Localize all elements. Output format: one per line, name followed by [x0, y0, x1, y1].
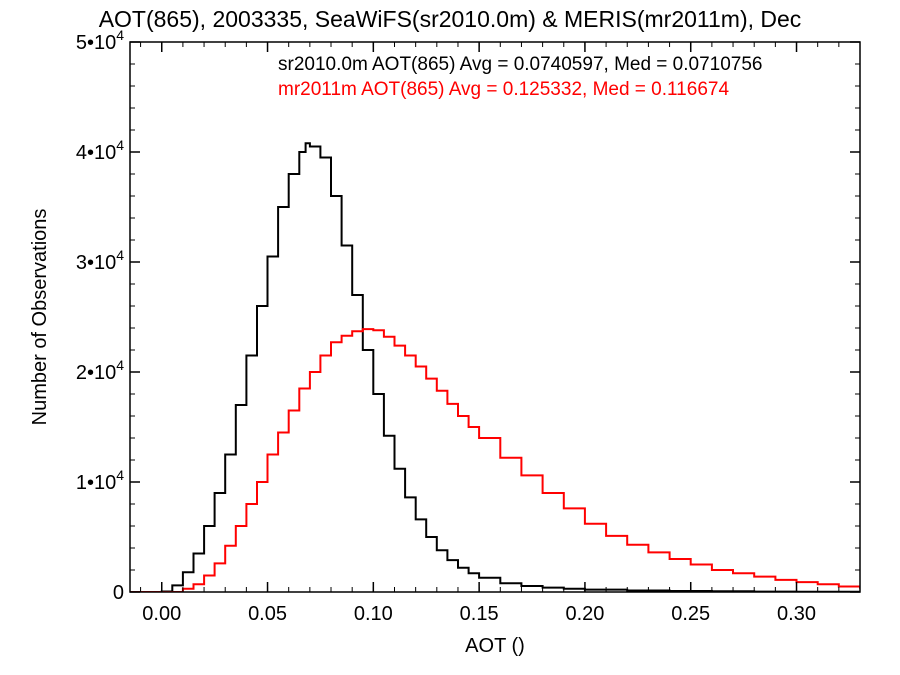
y-tick-label: 4•104: [76, 137, 124, 164]
x-tick-label: 0.30: [777, 603, 816, 625]
plot-frame: [129, 41, 861, 593]
y-tick-label: 3•104: [76, 247, 124, 274]
y-axis-label: Number of Observations: [29, 209, 51, 426]
y-axis: 0 1•104 2•104 3•104 4•104 5•104: [76, 27, 860, 604]
legend-entry-sr2010: sr2010.0m AOT(865) Avg = 0.0740597, Med …: [278, 54, 763, 75]
legend: sr2010.0m AOT(865) Avg = 0.0740597, Med …: [278, 54, 763, 100]
x-axis: 0.00 0.05 0.10 0.15 0.20 0.25 0.30: [140, 42, 840, 625]
x-tick-label: 0.20: [565, 603, 604, 625]
y-tick-label: 2•104: [76, 357, 124, 384]
y-tick-label: 0: [113, 582, 124, 604]
y-tick-label: 5•104: [76, 27, 124, 54]
x-axis-label: AOT (): [465, 635, 525, 657]
x-tick-label: 0.25: [671, 603, 710, 625]
x-tick-label: 0.00: [142, 603, 181, 625]
y-tick-label: 1•104: [76, 467, 124, 494]
series-line-0: [130, 142, 860, 592]
x-tick-label: 0.15: [460, 603, 499, 625]
chart-title: AOT(865), 2003335, SeaWiFS(sr2010.0m) & …: [99, 6, 802, 32]
x-tick-label: 0.05: [248, 603, 287, 625]
series-layer: [130, 142, 860, 592]
x-tick-label: 0.10: [354, 603, 393, 625]
series-line-1: [130, 328, 860, 592]
legend-entry-mr2011: mr2011m AOT(865) Avg = 0.125332, Med = 0…: [278, 79, 729, 100]
